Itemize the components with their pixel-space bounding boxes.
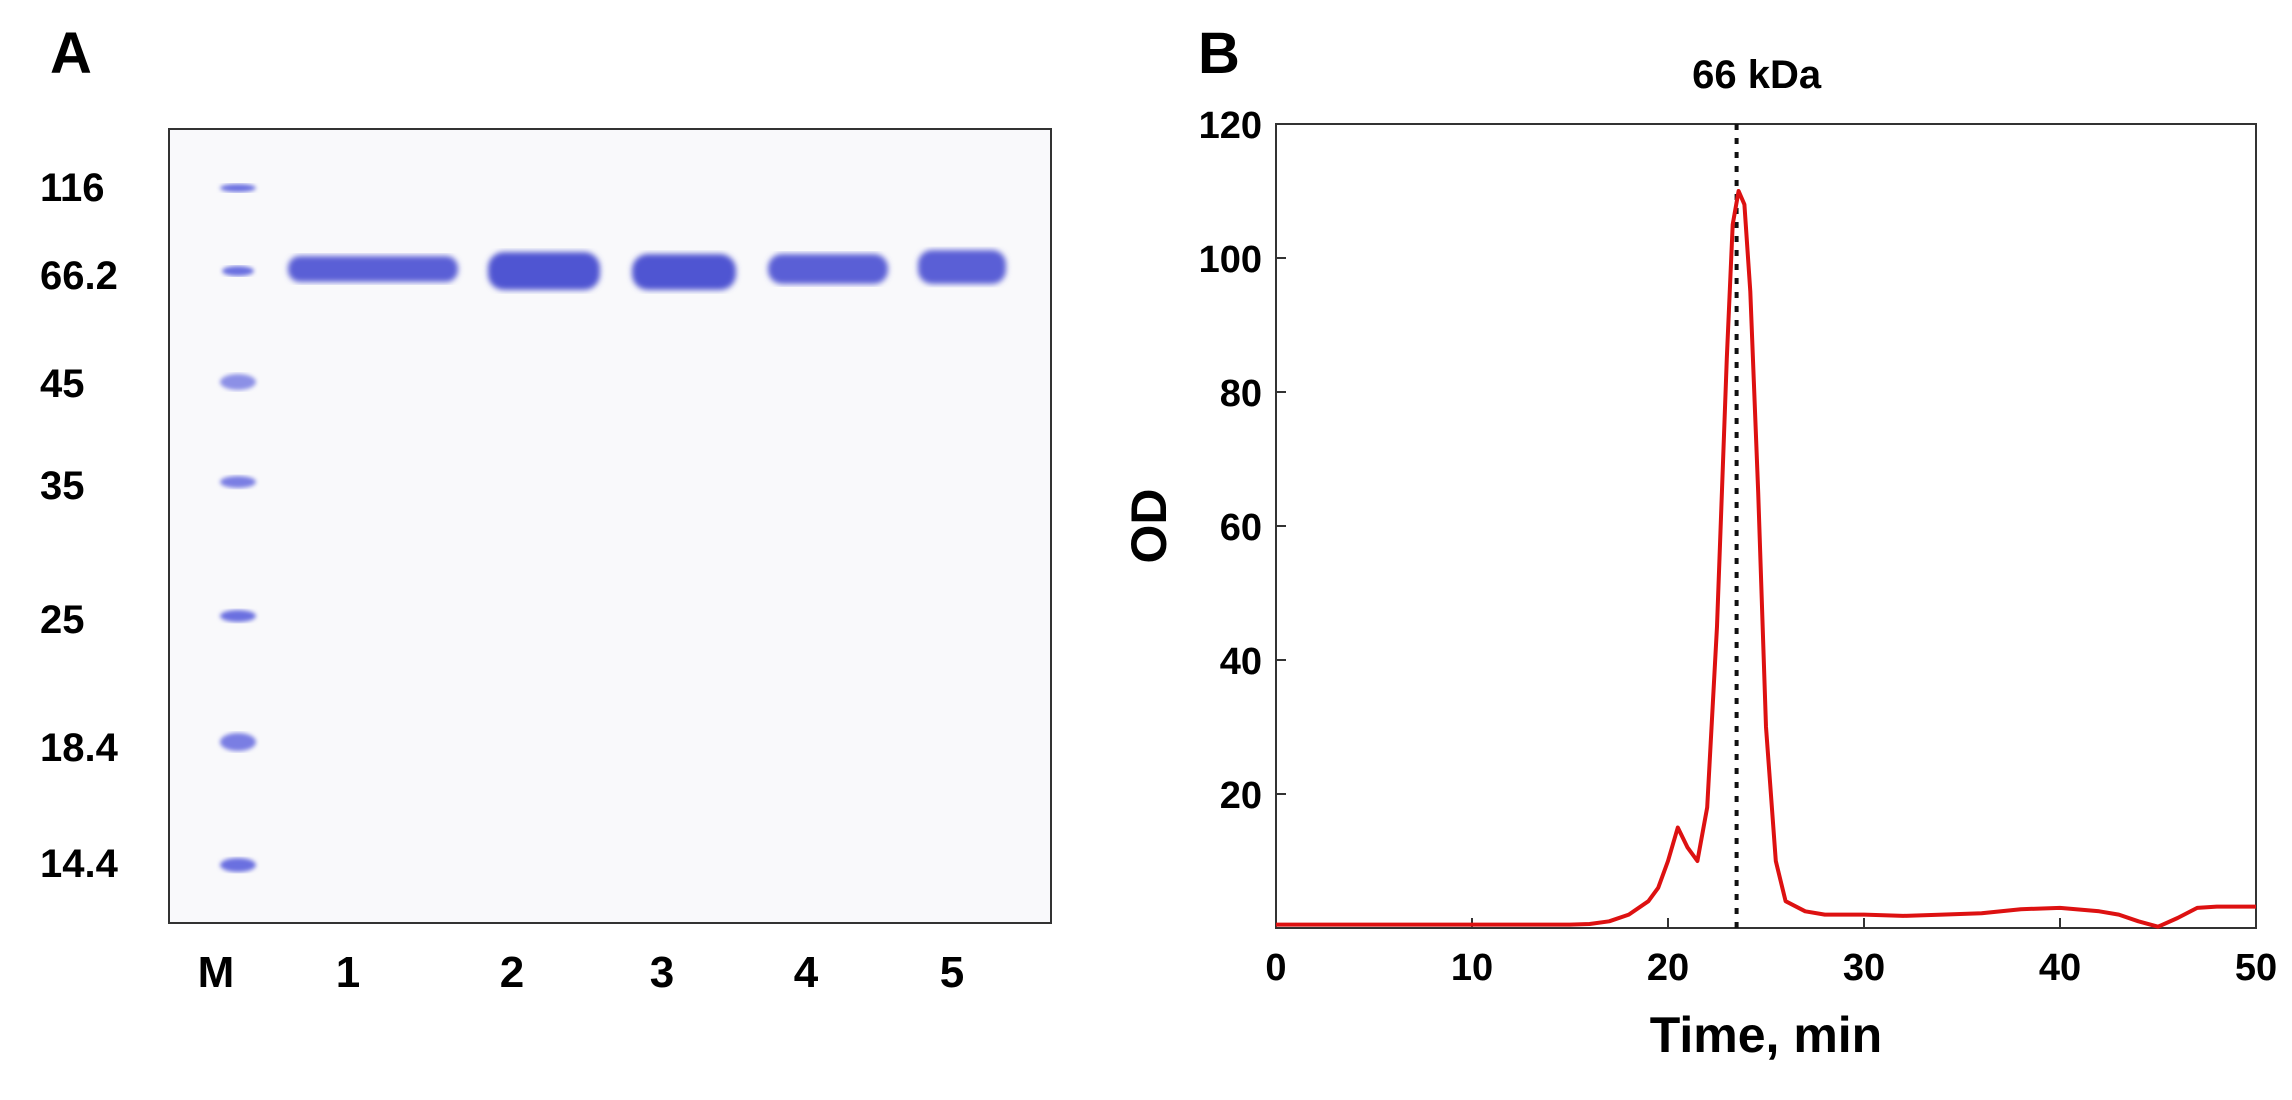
marker-lane: [220, 184, 256, 872]
y-tick-label: 40: [1220, 641, 1262, 683]
gel-panel: A 116 66.2 45 35 25 18.4 14.4: [0, 0, 1080, 1095]
y-tick-label: 20: [1220, 775, 1262, 817]
x-tick-label: 30: [1843, 947, 1885, 989]
y-tick-label: 100: [1199, 239, 1262, 281]
gel-bands: [220, 184, 1006, 872]
x-tick-label: 0: [1265, 947, 1286, 989]
y-tick-label: 60: [1220, 507, 1262, 549]
sample-lanes: [288, 250, 1006, 290]
lane-label: 2: [499, 948, 525, 997]
marker-band: [220, 184, 256, 192]
mw-marker-label: 35: [40, 464, 85, 508]
mw-marker-label: 18.4: [40, 726, 118, 770]
lane-label: 5: [939, 948, 965, 997]
panel-b-letter: B: [1198, 21, 1240, 86]
mw-marker-label: 45: [40, 362, 85, 406]
marker-band: [220, 374, 256, 390]
lane-label: 1: [335, 948, 361, 997]
annotation-label: 66 kDa: [1692, 53, 1822, 97]
x-tick-label: 10: [1451, 947, 1493, 989]
mw-marker-label: 66.2: [40, 254, 118, 298]
x-axis-label: Time, min: [1650, 1007, 1882, 1063]
plot-frame: [1275, 123, 2257, 929]
mw-marker-label: 14.4: [40, 842, 118, 886]
y-axis-label: OD: [1121, 489, 1177, 564]
chromatogram-panel: B 20 40 60 80 100 120 0 10 20 30 40 50 Time, min OD 66…: [1080, 0, 2292, 1095]
chromatogram-trace: [1276, 189, 2256, 929]
lane-label: 4: [793, 948, 819, 997]
marker-band: [220, 858, 256, 872]
lane-label-marker: M: [197, 948, 235, 997]
chromatogram-chart: 20 40 60 80 100 120 0 10 20 30 40 50 Time, min OD 66 k…: [1121, 53, 2277, 1063]
marker-band: [220, 610, 256, 622]
x-tick-label: 50: [2235, 947, 2277, 989]
mw-marker-label: 116: [40, 166, 105, 210]
sample-band-lane-4: [768, 254, 888, 284]
x-tick-label: 40: [2039, 947, 2081, 989]
panel-a-letter: A: [50, 21, 92, 86]
mw-marker-label: 25: [40, 598, 85, 642]
lane-label: 3: [649, 948, 675, 997]
y-tick-label: 120: [1199, 105, 1262, 147]
gel-image: [168, 128, 1052, 924]
marker-band: [220, 733, 256, 751]
sample-band-lane-1: [288, 256, 458, 282]
sample-band-lane-2: [488, 252, 600, 290]
sample-band-lane-3: [632, 254, 736, 290]
marker-band: [222, 266, 254, 276]
sample-band-lane-5: [918, 250, 1006, 284]
y-tick-label: 80: [1220, 373, 1262, 415]
x-tick-label: 20: [1647, 947, 1689, 989]
marker-band: [220, 476, 256, 488]
